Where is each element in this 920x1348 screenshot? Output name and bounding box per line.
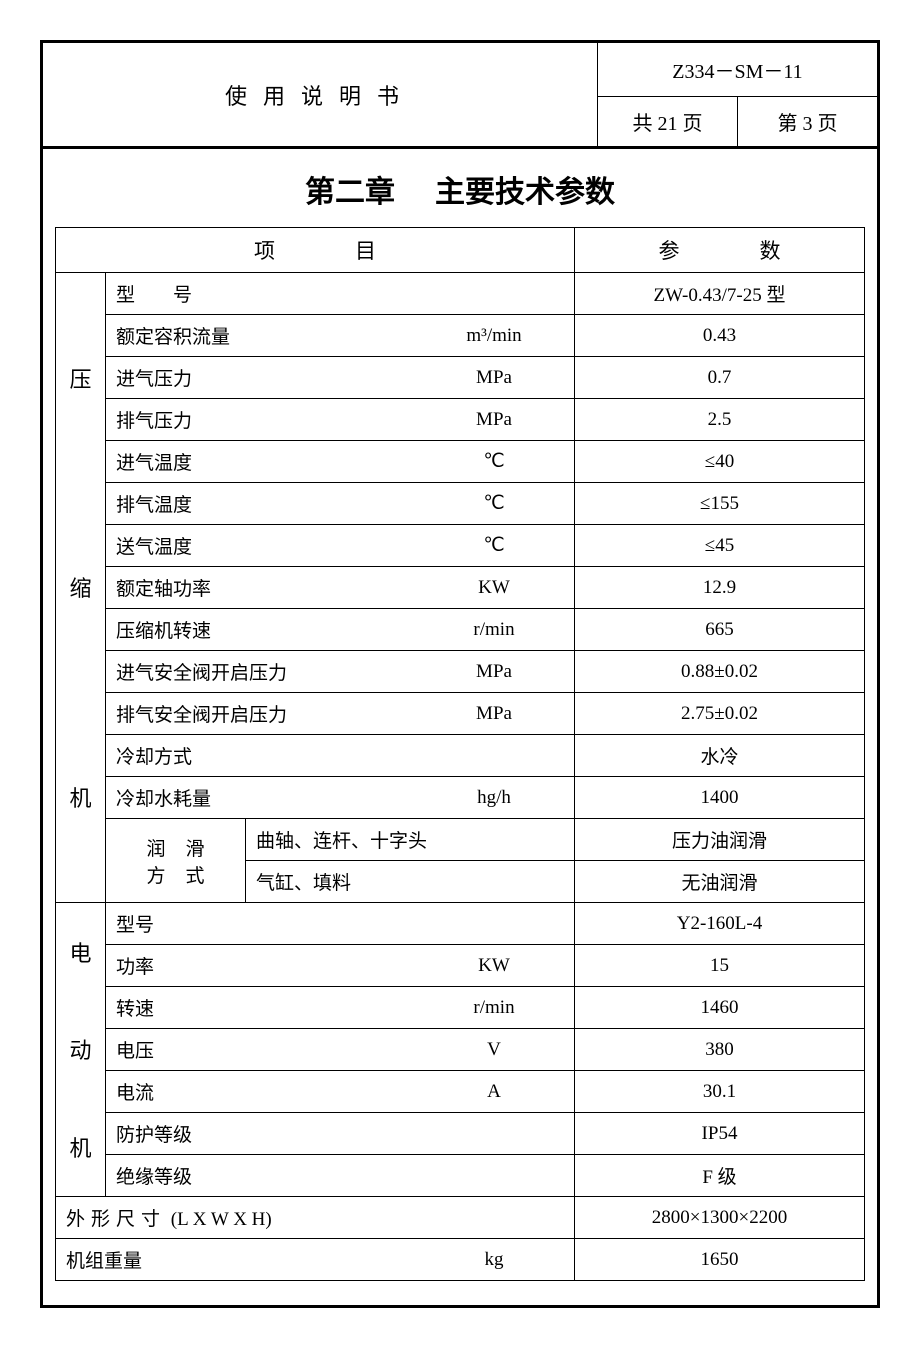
table-row: 额定容积流量m³/min 0.43	[56, 315, 865, 357]
lube-item: 气缸、填料	[246, 861, 575, 903]
lube-value: 无油润滑	[575, 861, 865, 903]
spec-value: ≤155	[575, 483, 865, 525]
table-row: 压缩机转速r/min 665	[56, 609, 865, 651]
spec-item: 冷却方式	[106, 735, 575, 777]
spec-value: 15	[575, 945, 865, 987]
spec-value: 2.5	[575, 399, 865, 441]
current-page: 第 3 页	[738, 97, 877, 146]
weight-value: 1650	[575, 1239, 865, 1281]
spec-value: 665	[575, 609, 865, 651]
dimensions-value: 2800×1300×2200	[575, 1197, 865, 1239]
spec-value: 1460	[575, 987, 865, 1029]
spec-item: 排气安全阀开启压力MPa	[106, 693, 575, 735]
spec-value: 0.43	[575, 315, 865, 357]
spec-item: 进气温度℃	[106, 441, 575, 483]
spec-item: 额定容积流量m³/min	[106, 315, 575, 357]
spec-value: 12.9	[575, 567, 865, 609]
chapter-title: 第二章 主要技术参数	[43, 149, 877, 227]
table-row: 进气压力MPa 0.7	[56, 357, 865, 399]
lubrication-label: 润滑 方式	[106, 819, 246, 903]
table-row: 外形尺寸 (L X W X H) 2800×1300×2200	[56, 1197, 865, 1239]
table-row: 排气安全阀开启压力MPa 2.75±0.02	[56, 693, 865, 735]
page-info: 共 21 页 第 3 页	[598, 97, 877, 146]
table-row: 进气安全阀开启压力MPa 0.88±0.02	[56, 651, 865, 693]
spec-value: ≤40	[575, 441, 865, 483]
chapter-number: 第二章	[305, 176, 395, 209]
spec-value: 2.75±0.02	[575, 693, 865, 735]
table-row: 机组重量kg 1650	[56, 1239, 865, 1281]
lube-item: 曲轴、连杆、十字头	[246, 819, 575, 861]
table-row: 防护等级 IP54	[56, 1113, 865, 1155]
spec-item: 型号	[106, 903, 575, 945]
spec-item: 绝缘等级	[106, 1155, 575, 1197]
header-value-col: 参数	[575, 228, 865, 273]
chapter-name: 主要技术参数	[435, 176, 615, 209]
table-header-row: 项目 参数	[56, 228, 865, 273]
table-row: 转速r/min 1460	[56, 987, 865, 1029]
table-row: 进气温度℃ ≤40	[56, 441, 865, 483]
spec-item: 额定轴功率KW	[106, 567, 575, 609]
table-row: 送气温度℃ ≤45	[56, 525, 865, 567]
table-row: 压 缩 机 型 号 ZW-0.43/7-25 型	[56, 273, 865, 315]
table-row: 绝缘等级 F 级	[56, 1155, 865, 1197]
spec-item: 排气温度℃	[106, 483, 575, 525]
header-meta: Z334－SM－11 共 21 页 第 3 页	[597, 43, 877, 146]
spec-value: 水冷	[575, 735, 865, 777]
document-code: Z334－SM－11	[598, 43, 877, 97]
lube-value: 压力油润滑	[575, 819, 865, 861]
total-pages: 共 21 页	[598, 97, 738, 146]
spec-item: 进气压力MPa	[106, 357, 575, 399]
spec-item: 送气温度℃	[106, 525, 575, 567]
spec-value: 1400	[575, 777, 865, 819]
manual-title: 使用说明书	[43, 43, 597, 146]
table-row: 润滑 方式 曲轴、连杆、十字头 压力油润滑	[56, 819, 865, 861]
table-row: 额定轴功率KW 12.9	[56, 567, 865, 609]
table-row: 排气压力MPa 2.5	[56, 399, 865, 441]
table-row: 电流A 30.1	[56, 1071, 865, 1113]
spec-item: 防护等级	[106, 1113, 575, 1155]
spec-item: 冷却水耗量hg/h	[106, 777, 575, 819]
motor-group-label: 电 动 机	[56, 903, 106, 1197]
spec-item: 进气安全阀开启压力MPa	[106, 651, 575, 693]
spec-value: 0.7	[575, 357, 865, 399]
spec-value: Y2-160L-4	[575, 903, 865, 945]
spec-table: 项目 参数 压 缩 机 型 号 ZW-0.43/7-25 型 额定容积流量m³/…	[55, 227, 865, 1281]
table-row: 冷却水耗量hg/h 1400	[56, 777, 865, 819]
spec-value: 380	[575, 1029, 865, 1071]
spec-value: IP54	[575, 1113, 865, 1155]
spec-value: 30.1	[575, 1071, 865, 1113]
spec-item: 型 号	[106, 273, 575, 315]
table-row: 电压V 380	[56, 1029, 865, 1071]
spec-value: ≤45	[575, 525, 865, 567]
document-page: 使用说明书 Z334－SM－11 共 21 页 第 3 页 第二章主要技术参数 …	[40, 40, 880, 1308]
spec-item: 功率KW	[106, 945, 575, 987]
weight-label: 机组重量kg	[56, 1239, 575, 1281]
dimensions-label: 外形尺寸 (L X W X H)	[56, 1197, 575, 1239]
spec-item: 电流A	[106, 1071, 575, 1113]
header-item-col: 项目	[56, 228, 575, 273]
compressor-group-label: 压 缩 机	[56, 273, 106, 903]
spec-value: ZW-0.43/7-25 型	[575, 273, 865, 315]
table-row: 排气温度℃ ≤155	[56, 483, 865, 525]
spec-item: 压缩机转速r/min	[106, 609, 575, 651]
spec-value: F 级	[575, 1155, 865, 1197]
spec-item: 转速r/min	[106, 987, 575, 1029]
table-row: 功率KW 15	[56, 945, 865, 987]
document-header: 使用说明书 Z334－SM－11 共 21 页 第 3 页	[43, 43, 877, 149]
spec-item: 电压V	[106, 1029, 575, 1071]
spec-item: 排气压力MPa	[106, 399, 575, 441]
spec-value: 0.88±0.02	[575, 651, 865, 693]
table-row: 电 动 机 型号 Y2-160L-4	[56, 903, 865, 945]
table-row: 冷却方式 水冷	[56, 735, 865, 777]
